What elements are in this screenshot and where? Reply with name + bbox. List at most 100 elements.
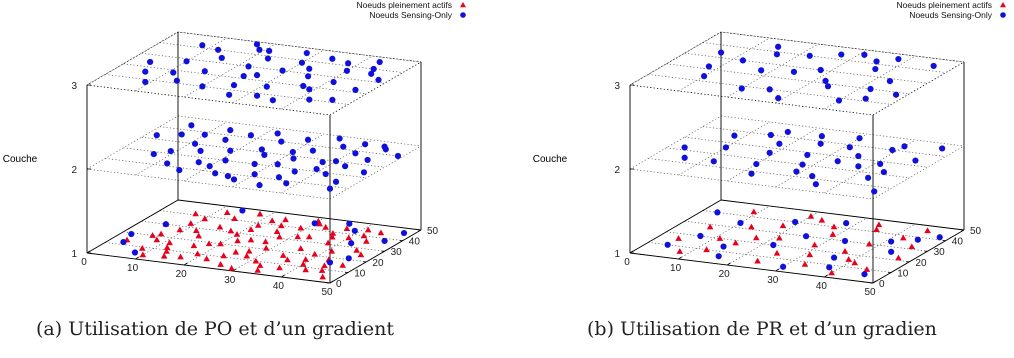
data-point-triangle xyxy=(811,241,818,248)
data-point-triangle xyxy=(732,239,739,246)
data-point-circle xyxy=(261,151,268,159)
data-point-circle xyxy=(766,86,773,93)
data-point-triangle xyxy=(302,266,309,273)
data-point-triangle xyxy=(845,256,852,262)
data-point-circle xyxy=(880,168,887,176)
data-point-triangle xyxy=(262,244,270,251)
grid-line xyxy=(105,242,349,273)
data-point-circle xyxy=(717,49,725,56)
data-point-triangle xyxy=(192,227,200,233)
data-point-triangle xyxy=(924,227,931,234)
grid-line xyxy=(184,211,276,266)
data-point-triangle xyxy=(302,256,309,262)
data-point-triangle xyxy=(254,266,261,273)
legend-marker-triangle xyxy=(1000,2,1006,8)
grid-line xyxy=(629,31,722,86)
x-tick-label: 10 xyxy=(127,263,139,274)
axis-line xyxy=(329,61,422,116)
data-point-triangle xyxy=(305,233,313,240)
data-point-triangle xyxy=(256,210,264,217)
grid-line xyxy=(666,231,910,263)
data-point-circle xyxy=(309,147,316,154)
data-point-circle xyxy=(731,132,738,139)
data-point-circle xyxy=(351,227,358,234)
data-point-circle xyxy=(394,152,402,160)
data-point-circle xyxy=(737,219,744,227)
x-tick-mark xyxy=(329,280,334,284)
data-point-circle xyxy=(330,78,337,86)
grid-line xyxy=(629,168,874,200)
x-tick-mark xyxy=(183,262,188,266)
data-point-circle xyxy=(120,238,127,246)
data-point-circle xyxy=(298,59,306,66)
data-point-circle xyxy=(855,152,862,160)
data-point-circle xyxy=(775,95,782,102)
data-point-triangle xyxy=(716,235,724,241)
y-tick-label: 30 xyxy=(934,247,946,258)
data-point-circle xyxy=(173,77,180,84)
data-point-circle xyxy=(681,154,688,161)
z-tick-label: 2 xyxy=(614,165,620,176)
y-tick-label: 20 xyxy=(372,258,384,269)
data-point-circle xyxy=(364,156,371,164)
data-point-triangle xyxy=(201,215,209,222)
data-point-triangle xyxy=(863,266,871,272)
y-tick-label: 10 xyxy=(354,268,366,279)
data-point-circle xyxy=(227,127,234,134)
data-point-triangle xyxy=(316,220,323,227)
data-point-triangle xyxy=(190,242,198,249)
data-point-triangle xyxy=(830,223,838,230)
axis-line xyxy=(720,31,965,63)
data-point-circle xyxy=(822,77,829,84)
x-tick-label: 20 xyxy=(176,269,188,280)
data-point-circle xyxy=(291,168,298,175)
data-point-circle xyxy=(279,67,286,74)
data-point-triangle xyxy=(776,234,783,241)
data-point-circle xyxy=(304,136,312,143)
data-point-circle xyxy=(700,73,708,80)
data-point-circle xyxy=(346,220,353,227)
axis-line xyxy=(329,229,422,284)
data-point-circle xyxy=(792,218,799,226)
data-point-triangle xyxy=(276,233,283,240)
data-point-triangle xyxy=(176,226,184,233)
data-point-circle xyxy=(352,86,359,93)
data-point-triangle xyxy=(228,264,235,271)
data-point-triangle xyxy=(676,248,684,254)
data-point-triangle xyxy=(243,252,251,259)
data-point-triangle xyxy=(357,251,365,258)
x-tick-mark xyxy=(824,274,828,278)
data-point-circle xyxy=(838,51,845,58)
data-point-circle xyxy=(227,147,234,154)
axis-line xyxy=(629,252,874,284)
data-point-circle xyxy=(319,159,326,166)
data-point-circle xyxy=(256,46,263,53)
data-point-circle xyxy=(722,144,730,151)
grid-line xyxy=(702,42,946,73)
data-point-circle xyxy=(218,54,225,62)
data-point-circle xyxy=(266,47,273,55)
data-point-circle xyxy=(201,68,208,75)
data-point-circle xyxy=(188,122,195,129)
data-point-circle xyxy=(345,60,352,67)
data-point-circle xyxy=(264,55,272,62)
data-point-triangle xyxy=(234,237,241,244)
data-point-circle xyxy=(382,146,389,153)
data-point-circle xyxy=(222,136,229,143)
data-point-circle xyxy=(824,83,832,90)
axis-line xyxy=(872,229,965,284)
grid-line xyxy=(184,43,276,98)
data-point-triangle xyxy=(851,259,859,266)
data-point-circle xyxy=(345,255,352,262)
data-point-circle xyxy=(150,151,157,158)
data-point-circle xyxy=(867,85,874,93)
data-point-circle xyxy=(889,146,896,154)
data-point-triangle xyxy=(807,212,815,219)
data-point-circle xyxy=(914,236,921,243)
data-point-triangle xyxy=(706,223,714,230)
x-tick-label: 50 xyxy=(864,287,876,298)
data-point-circle xyxy=(142,78,149,86)
data-point-triangle xyxy=(139,251,147,258)
data-point-triangle xyxy=(282,216,289,223)
